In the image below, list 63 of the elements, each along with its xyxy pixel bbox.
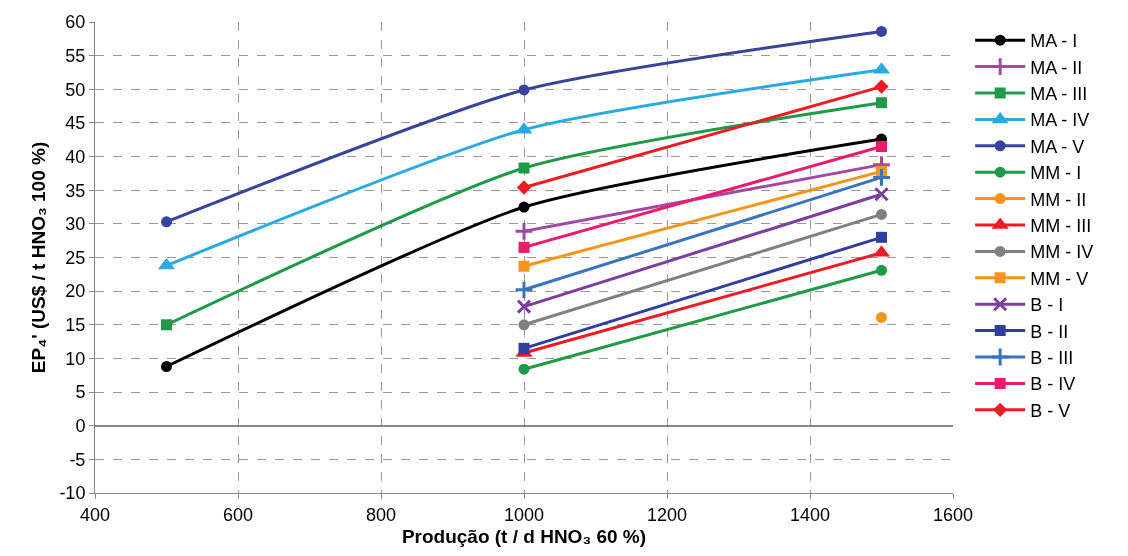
y-tick-label: -5	[69, 449, 86, 470]
legend-label: MM - IV	[1030, 242, 1094, 263]
legend-label: B - V	[1030, 400, 1071, 421]
y-tick-label: 35	[65, 180, 86, 201]
point	[876, 97, 887, 109]
point	[514, 221, 534, 242]
legend-label: MA - V	[1030, 136, 1085, 157]
x-tick-label: 1000	[503, 504, 545, 525]
point	[518, 319, 530, 331]
legend-label: B - I	[1030, 295, 1064, 316]
y-tick-label: 10	[65, 348, 86, 369]
point	[161, 216, 172, 228]
point	[518, 201, 530, 213]
point	[518, 260, 530, 272]
x-tick-label: 600	[222, 504, 254, 525]
x-axis-title: Produção (t / d HNO₃ 60 %)	[401, 526, 647, 548]
y-tick-label: 15	[65, 315, 86, 336]
y-tick-label: -10	[59, 483, 86, 504]
y-tick-label: 5	[75, 382, 86, 403]
point	[876, 311, 887, 323]
legend-label: MM - III	[1030, 216, 1092, 237]
point	[871, 167, 892, 188]
point	[518, 241, 530, 253]
y-tick-label: 60	[65, 12, 86, 33]
y-axis-title: EP₄' (US$ / t HNO₃ 100 %)	[28, 141, 50, 374]
legend-label: MM - V	[1030, 268, 1089, 289]
point	[161, 361, 172, 372]
point	[876, 231, 887, 243]
point	[876, 25, 887, 37]
point	[518, 162, 530, 174]
y-tick-label: 45	[65, 113, 86, 134]
legend-label: B - IV	[1030, 374, 1076, 395]
y-tick-label: 25	[65, 247, 86, 268]
point	[876, 140, 887, 152]
x-tick-label: 400	[79, 504, 111, 525]
point	[518, 363, 530, 375]
point	[516, 299, 532, 315]
x-tick-label: 1600	[932, 504, 974, 525]
legend-label: MA - III	[1030, 84, 1088, 105]
legend-label: MA - II	[1030, 57, 1083, 78]
point	[518, 84, 530, 96]
x-tick-label: 1400	[789, 504, 831, 525]
legend-label: B - III	[1030, 348, 1074, 369]
point	[516, 180, 532, 195]
point	[876, 208, 887, 220]
x-tick-label: 1200	[646, 504, 688, 525]
legend-label: B - II	[1030, 321, 1069, 342]
y-tick-label: 55	[65, 45, 86, 66]
y-tick-label: 30	[65, 214, 86, 235]
legend-label: MM - I	[1030, 163, 1082, 184]
point	[876, 264, 887, 276]
point	[874, 186, 889, 202]
y-tick-label: 20	[65, 281, 86, 302]
y-tick-label: 40	[65, 146, 86, 167]
x-tick-label: 800	[365, 504, 397, 525]
y-tick-label: 50	[65, 79, 86, 100]
point	[874, 79, 889, 94]
point	[161, 319, 172, 331]
point	[514, 279, 534, 300]
y-tick-label: 0	[75, 416, 86, 437]
legend-label: MA - I	[1030, 31, 1078, 52]
legend-label: MA - IV	[1030, 110, 1090, 131]
legend-label: MM - II	[1030, 189, 1087, 210]
